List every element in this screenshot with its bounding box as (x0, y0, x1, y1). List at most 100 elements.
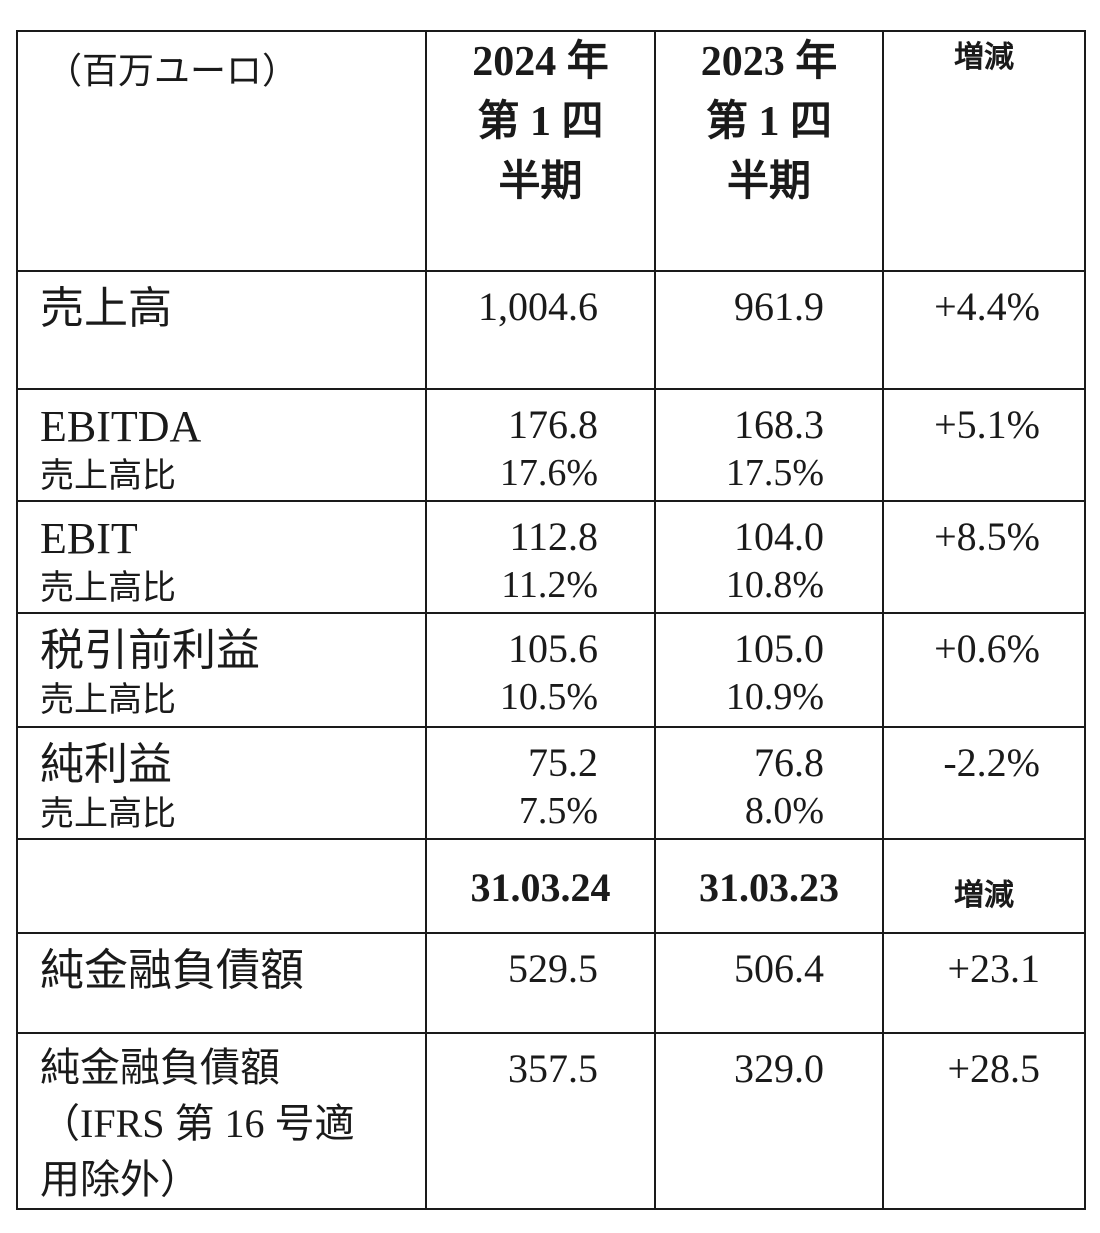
value-2023-cell: 105.0 10.9% (654, 612, 884, 728)
row-label-cell: 税引前利益 売上高比 (16, 612, 427, 728)
row-label: EBIT (40, 514, 138, 563)
row-label-line-3: 用除外） (40, 1157, 200, 1202)
table-header-row: （百万ユーロ） 2024 年 第 1 四 半期 2023 年 第 1 四 半期 … (16, 30, 1086, 272)
row-label: 売上高 (40, 284, 172, 333)
change-value: +0.6% (934, 626, 1040, 671)
table-row-net-debt: 純金融負債額 529.5 506.4 +23.1 (16, 932, 1086, 1034)
value-2024-cell: 105.6 10.5% (425, 612, 656, 728)
value-2024-cell: 357.5 (425, 1032, 656, 1210)
value-2023: 506.4 (734, 946, 824, 991)
value-2024: 357.5 (508, 1046, 598, 1091)
value-2023: 168.3 (734, 402, 824, 447)
row-label-cell: 純利益 売上高比 (16, 726, 427, 840)
change-value: +4.4% (934, 284, 1040, 329)
value-2023: 105.0 (734, 626, 824, 671)
change-cell: +5.1% (882, 388, 1086, 502)
header-2024-line-3: 半期 (498, 159, 583, 205)
change-cell: +28.5 (882, 1032, 1086, 1210)
value-2023: 76.8 (754, 740, 824, 785)
change-cell: +0.6% (882, 612, 1086, 728)
value-2024-cell: 112.8 11.2% (425, 500, 656, 614)
row-label-cell: 純金融負債額 （IFRS 第 16 号適 用除外） (16, 1032, 427, 1210)
row-label-cell: EBITDA 売上高比 (16, 388, 427, 502)
value-2024: 105.6 (508, 626, 598, 671)
change-cell: -2.2% (882, 726, 1086, 840)
row-label-line-1: 純金融負債額 (40, 1045, 280, 1090)
value-2023-cell: 76.8 8.0% (654, 726, 884, 840)
row-label: 純金融負債額 (40, 946, 304, 995)
table-row-sales: 売上高 1,004.6 961.9 +4.4% (16, 270, 1086, 390)
margin-2024: 7.5% (518, 790, 598, 832)
table-row-ebit: EBIT 売上高比 112.8 11.2% 104.0 10.8% +8.5% (16, 500, 1086, 614)
value-2023-cell: 168.3 17.5% (654, 388, 884, 502)
header-change: 増減 (882, 30, 1086, 272)
row-label: EBITDA (40, 402, 202, 451)
row-label: 純利益 (40, 740, 172, 789)
margin-2023: 10.8% (725, 564, 824, 606)
row-label-cell: 純金融負債額 (16, 932, 427, 1034)
row-label-cell: 売上高 (16, 270, 427, 390)
value-2023-cell: 329.0 (654, 1032, 884, 1210)
margin-2023: 17.5% (725, 452, 824, 494)
row-sub-label: 売上高比 (40, 682, 176, 719)
value-2023-cell: 961.9 (654, 270, 884, 390)
value-2024: 176.8 (508, 402, 598, 447)
change-value: +5.1% (934, 402, 1040, 447)
margin-2024: 17.6% (499, 452, 598, 494)
header-change-label: 増減 (954, 41, 1014, 74)
margin-2023: 10.9% (725, 676, 824, 718)
row-sub-label: 売上高比 (40, 570, 176, 607)
value-2024: 529.5 (508, 946, 598, 991)
header-2024-line-1: 2024 年 (472, 39, 609, 85)
value-2023: 961.9 (734, 284, 824, 329)
margin-2023: 8.0% (744, 790, 824, 832)
header-2024-q1: 2024 年 第 1 四 半期 (425, 30, 656, 272)
change-value: +8.5% (934, 514, 1040, 559)
value-2023: 104.0 (734, 514, 824, 559)
date-2024-label: 31.03.24 (470, 865, 611, 910)
header-2023-q1: 2023 年 第 1 四 半期 (654, 30, 884, 272)
table-row-pretax-profit: 税引前利益 売上高比 105.6 10.5% 105.0 10.9% +0.6% (16, 612, 1086, 728)
value-2024: 1,004.6 (478, 284, 598, 329)
change-value: -2.2% (943, 740, 1040, 785)
change-value: +28.5 (947, 1046, 1040, 1091)
value-2023-cell: 104.0 10.8% (654, 500, 884, 614)
empty-header-cell (16, 838, 427, 934)
margin-2024: 11.2% (501, 564, 598, 606)
change-cell: +8.5% (882, 500, 1086, 614)
change-cell: +23.1 (882, 932, 1086, 1034)
header-2023-line-3: 半期 (726, 159, 811, 205)
value-2023: 329.0 (734, 1046, 824, 1091)
change-value: +23.1 (947, 946, 1040, 991)
change-cell: +4.4% (882, 270, 1086, 390)
value-2024-cell: 529.5 (425, 932, 656, 1034)
value-2024-cell: 75.2 7.5% (425, 726, 656, 840)
header-2023-line-1: 2023 年 (700, 39, 838, 85)
value-2024-cell: 1,004.6 (425, 270, 656, 390)
table-row-net-profit: 純利益 売上高比 75.2 7.5% 76.8 8.0% -2.2% (16, 726, 1086, 840)
row-sub-label: 売上高比 (40, 796, 176, 833)
header-date-2024: 31.03.24 (425, 838, 656, 934)
value-2024: 75.2 (528, 740, 598, 785)
table-row-net-debt-ex-ifrs16: 純金融負債額 （IFRS 第 16 号適 用除外） 357.5 329.0 +2… (16, 1032, 1086, 1210)
value-2024-cell: 176.8 17.6% (425, 388, 656, 502)
value-2023-cell: 506.4 (654, 932, 884, 1034)
row-sub-label: 売上高比 (40, 458, 176, 495)
header-change-label: 増減 (954, 879, 1014, 912)
table-row-ebitda: EBITDA 売上高比 176.8 17.6% 168.3 17.5% +5.1… (16, 388, 1086, 502)
row-label: 純金融負債額 （IFRS 第 16 号適 用除外） (18, 1034, 425, 1208)
header-2023-line-2: 第 1 四 (705, 99, 832, 145)
row-label-cell: EBIT 売上高比 (16, 500, 427, 614)
table-header-row-dates: 31.03.24 31.03.23 増減 (16, 838, 1086, 934)
date-2023-label: 31.03.23 (699, 865, 839, 910)
row-label: 税引前利益 (40, 626, 260, 675)
row-label-line-2: （IFRS 第 16 号適 (40, 1101, 355, 1146)
header-date-2023: 31.03.23 (654, 838, 884, 934)
header-change-2: 増減 (882, 838, 1086, 934)
financial-summary-table: （百万ユーロ） 2024 年 第 1 四 半期 2023 年 第 1 四 半期 … (16, 30, 1086, 1210)
value-2024: 112.8 (509, 514, 598, 559)
header-2024-line-2: 第 1 四 (477, 99, 604, 145)
unit-label: （百万ユーロ） (46, 51, 299, 91)
unit-header-cell: （百万ユーロ） (16, 30, 427, 272)
margin-2024: 10.5% (499, 676, 598, 718)
